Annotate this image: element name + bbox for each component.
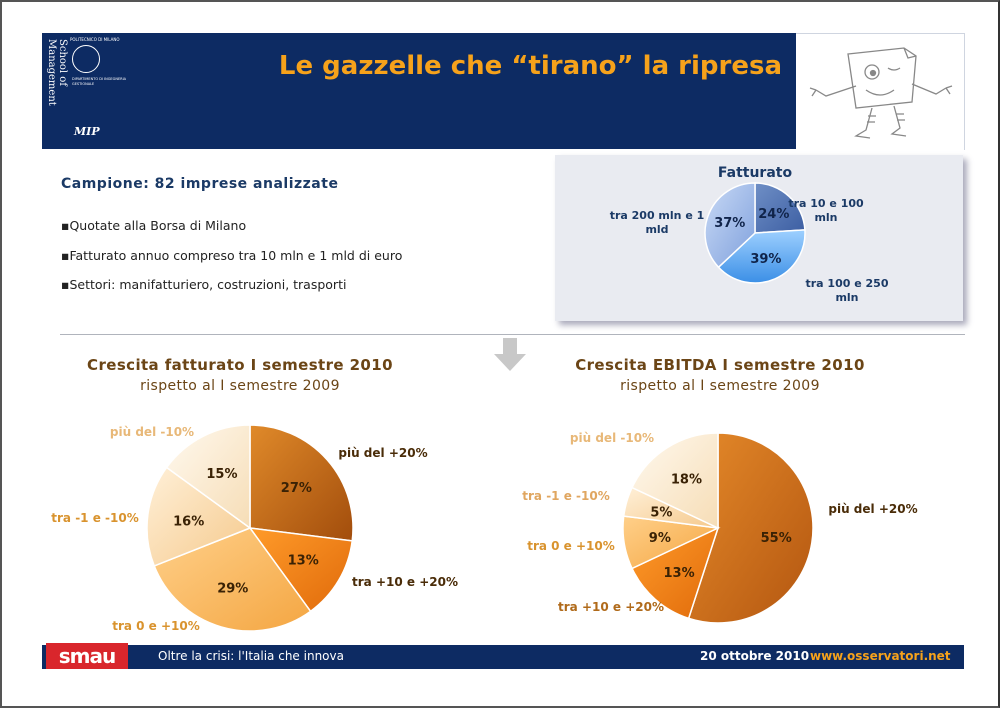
slice-label: più del +20% (338, 446, 427, 460)
university-seal-icon (72, 45, 100, 73)
pie-slice (248, 527, 354, 613)
growth-ebitda-subtitle: rispetto al I semestre 2009 (620, 378, 820, 394)
header-banner: School of Management POLITECNICO DI MILA… (42, 33, 796, 149)
smau-logo: smau (46, 643, 128, 669)
growth-revenue-title: Crescita fatturato I semestre 2010 (87, 356, 393, 374)
pie-slice (687, 432, 814, 624)
slice-label: tra 200 mln e 1 mld (610, 209, 705, 236)
slice-value-label: 13% (288, 553, 319, 568)
slice-value-label: 27% (281, 481, 312, 496)
slice-label: tra -1 e -10% (522, 489, 609, 503)
slice-label: tra 10 e 100 mln (788, 197, 864, 224)
growth-ebitda-title: Crescita EBITDA I semestre 2010 (575, 356, 865, 374)
pie-slice (146, 466, 252, 567)
slice-label: più del +20% (828, 502, 917, 516)
department-label: DIPARTIMENTO DI INGEGNERIA GESTIONALE (72, 77, 127, 86)
footer-link[interactable]: www.osservatori.net (810, 649, 951, 663)
sample-bullet: ▪Quotate alla Borsa di Milano (61, 218, 247, 233)
pie-slice (704, 182, 756, 269)
slice-label-line: tra 100 e 250 (806, 277, 889, 290)
polimi-logo: School of Management POLITECNICO DI MILA… (42, 33, 152, 149)
mascot-illustration (796, 33, 965, 150)
chart-title: Fatturato (718, 165, 793, 181)
down-arrow-icon (494, 338, 526, 371)
slice-label-line: mln (835, 291, 858, 304)
pie-slice (631, 526, 720, 620)
footer-date: 20 ottobre 2010 (700, 649, 810, 663)
school-label: School of Management (46, 39, 68, 106)
sample-bullet: ▪Fatturato annuo compreso tra 10 mln e 1… (61, 248, 403, 263)
page-title: Le gazzelle che “tirano” la ripresa (278, 51, 782, 81)
slice-label-line: tra 10 e 100 (788, 197, 864, 210)
slice-value-label: 55% (761, 531, 792, 546)
sample-bullet: ▪Settori: manifatturiero, costruzioni, t… (61, 277, 347, 292)
pie-slice (165, 424, 251, 530)
mascot-icon (809, 47, 953, 139)
revenue-pie-chart: Fatturato 24%39%37% tra 10 e 100 mln tra … (610, 165, 889, 304)
university-label: POLITECNICO DI MILANO (70, 37, 120, 42)
slice-label-line: tra 200 mln e 1 (610, 209, 705, 222)
slice-label: tra -1 e -10% (51, 511, 138, 525)
pie-slice (717, 229, 806, 284)
slice-label-line: mln (814, 211, 837, 224)
pie-slice (754, 182, 806, 234)
slice-value-label: 5% (650, 506, 672, 521)
slice-value-label: 18% (671, 472, 702, 487)
sample-heading: Campione: 82 imprese analizzate (61, 176, 339, 192)
slice-value-label: 13% (663, 566, 694, 581)
slice-label: tra +10 e +20% (558, 600, 664, 614)
slice-value-label: 9% (649, 531, 671, 546)
pie-slice (249, 424, 354, 542)
slice-value-label: 16% (173, 514, 204, 529)
pie-slice (153, 527, 312, 632)
footer-bar (42, 645, 964, 669)
footer-text: Oltre la crisi: l'Italia che innova (158, 649, 344, 663)
section-divider (60, 334, 965, 335)
growth-revenue-pie-chart: 27% 13% 29% 16% 15% più del +20% tra +10 e +… (51, 424, 458, 633)
growth-ebitda-pie-chart: 55% 13% 9% 5% 18% più del +20% tra +10 e +20… (522, 431, 918, 624)
slice-label: più del -10% (110, 425, 194, 439)
slice-label: più del -10% (570, 431, 654, 445)
slice-label: tra 0 e +10% (112, 619, 200, 633)
slice-label: tra +10 e +20% (352, 575, 458, 589)
slice-label: tra 100 e 250 mln (806, 277, 889, 304)
slice-value-label: 15% (206, 467, 237, 482)
slice-label: tra 0 e +10% (527, 539, 615, 553)
slice-label-line: mld (645, 223, 668, 236)
slice-value-label: 37% (714, 216, 745, 231)
growth-revenue-subtitle: rispetto al I semestre 2009 (140, 378, 340, 394)
slice-value-label: 24% (758, 207, 789, 222)
pie-slice (631, 432, 719, 530)
slice-value-label: 39% (750, 252, 781, 267)
slice-value-label: 29% (217, 581, 248, 596)
mip-logo: MIP (74, 125, 100, 138)
